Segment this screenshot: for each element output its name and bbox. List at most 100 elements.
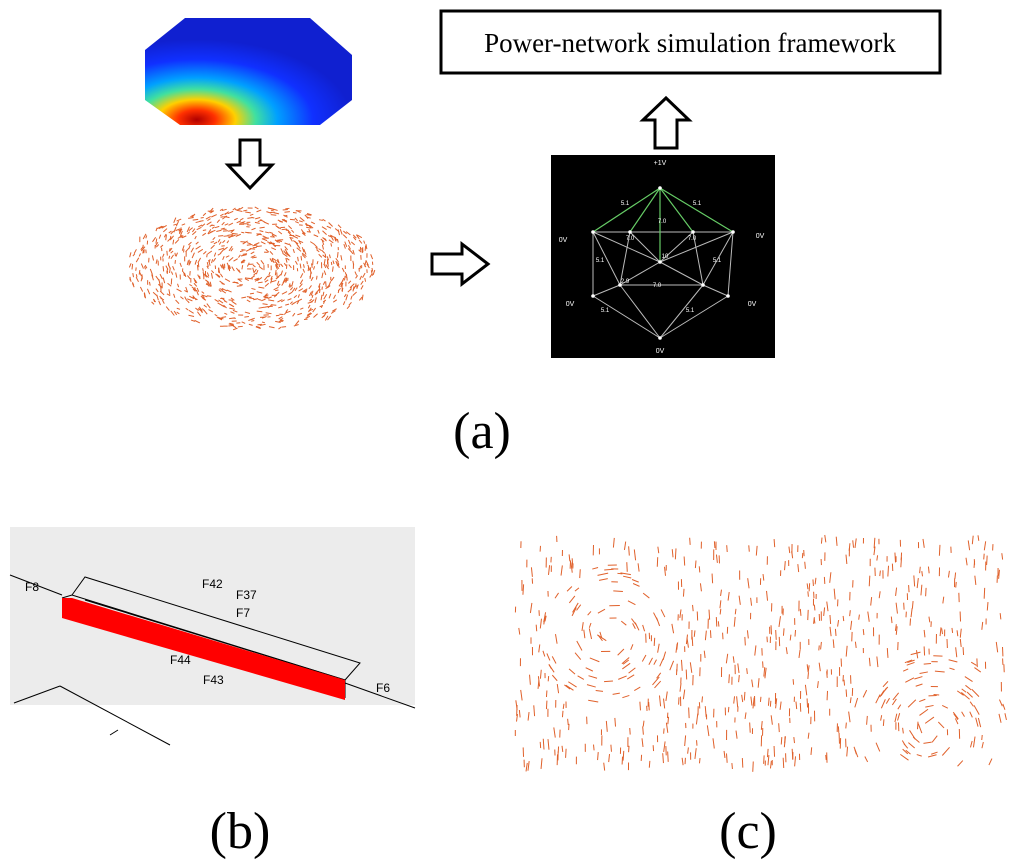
vector [519,628,520,635]
vector [885,687,888,691]
vector [331,277,334,281]
vector [227,290,232,292]
resistor-label: 5.1 [693,201,702,207]
vector [925,717,934,723]
vector [624,542,625,550]
vector [346,295,348,301]
vector [230,312,234,314]
vector [287,258,290,260]
vector [241,297,246,298]
vector [548,565,549,575]
vector [765,668,766,679]
vector [685,735,686,746]
vector [908,743,914,748]
vector [214,242,217,244]
vector [290,287,292,290]
vector [361,285,363,289]
vector [231,248,233,251]
vector [337,252,338,258]
vector [643,625,645,631]
vector [342,286,343,292]
vector [747,630,748,638]
vector [846,723,847,729]
vector [752,680,753,688]
face-label: F43 [203,673,224,687]
vector [577,641,582,650]
vector [846,646,847,657]
vector [649,761,650,768]
vector [640,702,641,711]
vector [246,249,251,252]
node [591,294,595,298]
resistor-label: 5.1 [686,308,695,314]
vector [569,669,575,674]
vector [218,253,221,255]
vector [264,307,268,308]
node-label: 0V [748,301,757,308]
vector [278,327,281,329]
vector [177,312,180,314]
vector [819,663,820,671]
vector [271,248,276,250]
vector [226,256,229,258]
vector [734,696,735,703]
vector [207,222,212,225]
vector [188,217,194,218]
vector [684,557,685,566]
vector [293,241,298,244]
vector [290,302,292,304]
vector [372,268,373,272]
vector [642,738,643,747]
vector [794,737,795,743]
vector [174,218,176,223]
vector [923,742,931,743]
vector [976,718,978,727]
vector [687,638,688,648]
vector [333,261,334,264]
vector [575,653,581,660]
vector [271,215,277,216]
vector [516,700,517,710]
node-label: 0V [559,237,568,244]
vector [370,274,372,277]
vector [245,312,250,313]
vector [965,685,971,690]
vector [327,226,331,228]
vector [188,242,191,245]
vector [162,254,164,258]
vector [539,644,540,652]
vector [224,301,227,302]
vector [251,276,254,278]
vector [855,642,856,648]
face-label: F44 [170,653,191,667]
vector [999,700,1002,707]
vector [331,243,332,246]
vector [287,299,291,301]
vector [547,653,550,660]
vector [299,288,303,291]
vector [203,230,206,231]
vector [276,225,279,228]
vector [604,681,613,682]
vector [634,687,640,690]
vector [300,308,303,309]
vector [351,251,353,254]
vector [925,705,933,707]
vector [921,585,922,596]
vector [918,724,922,733]
vector [534,705,535,716]
vector [195,260,197,265]
vector [699,758,700,763]
vector [247,300,250,302]
vector [259,307,264,308]
resistor-label: 2.9 [621,279,630,285]
vector [274,213,279,214]
node [591,230,595,234]
vector [658,644,660,653]
vector [805,685,806,696]
vector [519,710,520,717]
vector [771,625,772,634]
vector [219,290,221,292]
vector [133,273,134,277]
vector [278,307,282,308]
